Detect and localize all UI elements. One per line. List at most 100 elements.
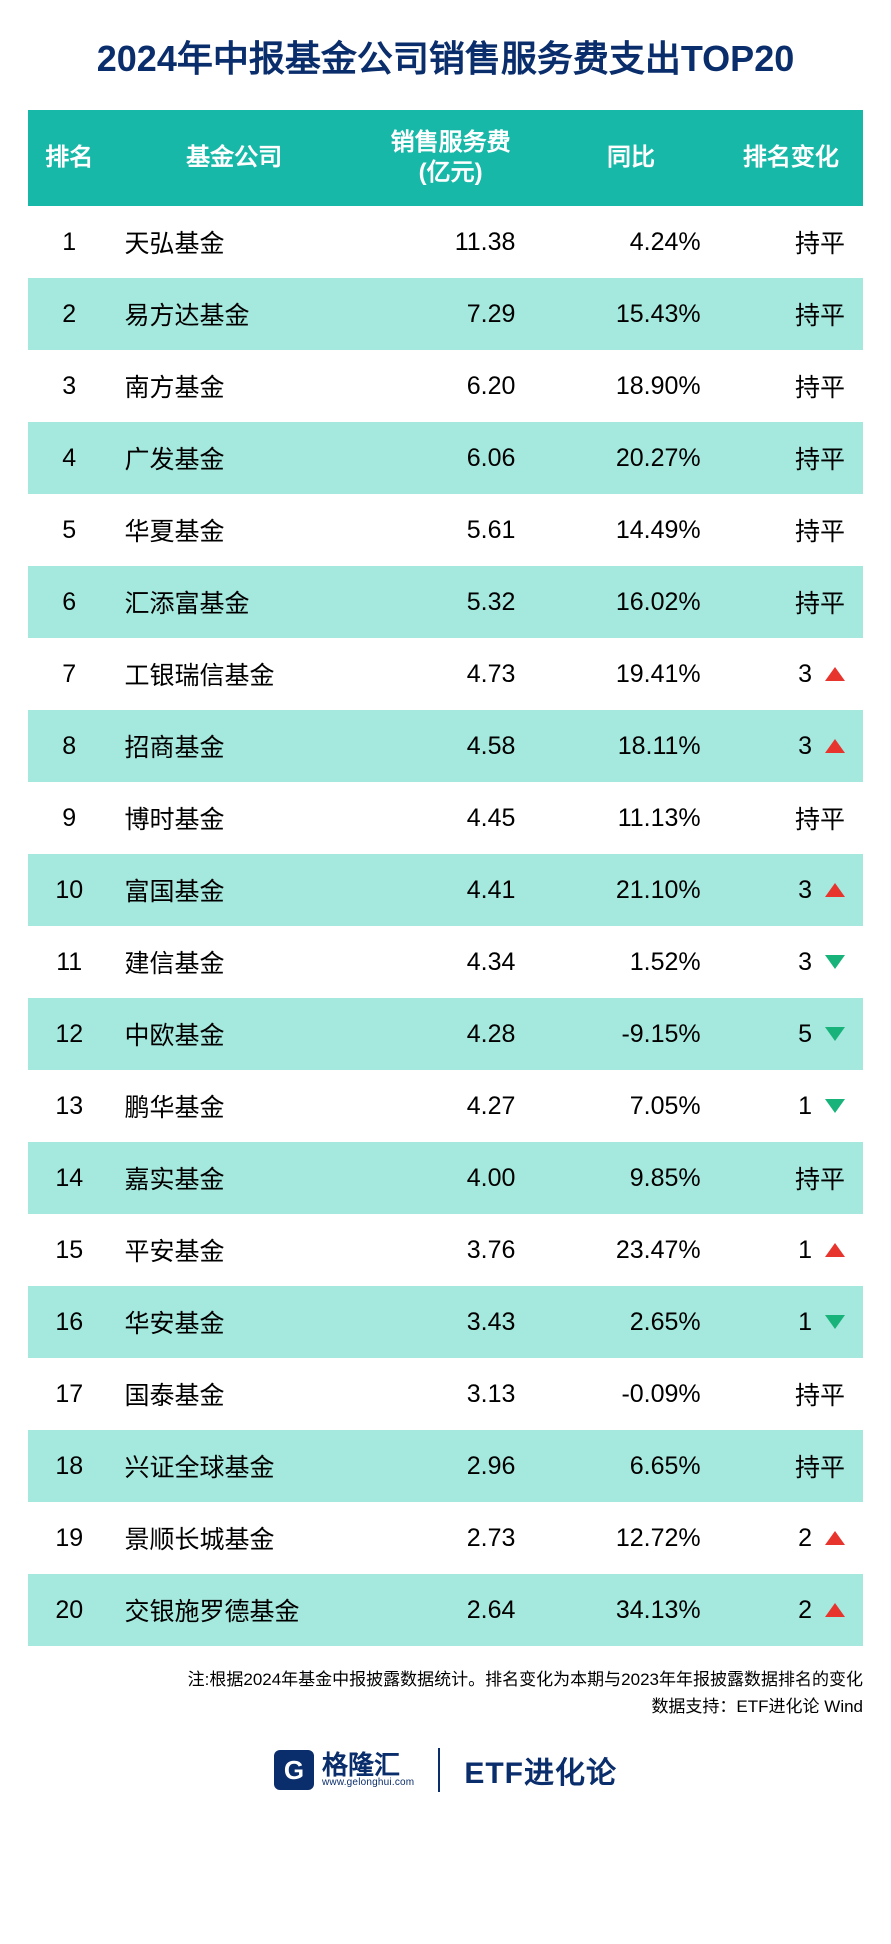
cell-rank: 13 — [28, 1070, 110, 1142]
brand-left-name: 格隆汇 — [322, 1752, 414, 1778]
cell-company: 天弘基金 — [110, 206, 357, 278]
rank-change-flat: 持平 — [795, 806, 845, 834]
col-fee: 销售服务费(亿元) — [358, 110, 544, 206]
cell-rank: 18 — [28, 1430, 110, 1502]
cell-fee: 6.20 — [358, 350, 544, 422]
table-row: 14嘉实基金4.009.85% 持平 — [28, 1142, 863, 1214]
rank-change-flat: 持平 — [795, 1166, 845, 1194]
rank-change-flat: 持平 — [795, 1454, 845, 1482]
cell-change: 1 — [719, 1214, 863, 1286]
cell-company: 交银施罗德基金 — [110, 1574, 357, 1646]
cell-yoy: 18.11% — [543, 710, 718, 782]
cell-change: 1 — [719, 1286, 863, 1358]
table-row: 5华夏基金5.6114.49%持平 — [28, 494, 863, 566]
table-row: 17国泰基金3.13-0.09%持平 — [28, 1358, 863, 1430]
col-change: 排名变化 — [719, 110, 863, 206]
cell-rank: 7 — [28, 638, 110, 710]
cell-yoy: 23.47% — [543, 1214, 718, 1286]
brand-left-text: 格隆汇 www.gelonghui.com — [322, 1752, 414, 1788]
cell-fee: 4.00 — [358, 1142, 544, 1214]
triangle-down-icon — [825, 1315, 845, 1329]
col-yoy: 同比 — [543, 110, 718, 206]
footer: G 格隆汇 www.gelonghui.com ETF进化论 — [28, 1748, 863, 1812]
cell-yoy: 21.10% — [543, 854, 718, 926]
cell-change: 3 — [719, 926, 863, 998]
cell-yoy: 4.24% — [543, 206, 718, 278]
rank-change-flat: 持平 — [795, 302, 845, 330]
footnote-line2: 数据支持：ETF进化论 Wind — [28, 1693, 863, 1720]
cell-rank: 14 — [28, 1142, 110, 1214]
cell-yoy: 6.65% — [543, 1430, 718, 1502]
cell-fee: 4.28 — [358, 998, 544, 1070]
triangle-up-icon — [825, 1243, 845, 1257]
rank-change-flat: 持平 — [795, 230, 845, 258]
cell-company: 华夏基金 — [110, 494, 357, 566]
cell-yoy: 14.49% — [543, 494, 718, 566]
cell-yoy: 9.85% — [543, 1142, 718, 1214]
cell-company: 易方达基金 — [110, 278, 357, 350]
rank-change-flat: 持平 — [795, 1382, 845, 1410]
brand-right-name: ETF进化论 — [464, 1748, 617, 1792]
rank-change-flat: 持平 — [795, 374, 845, 402]
cell-fee: 4.34 — [358, 926, 544, 998]
cell-fee: 3.13 — [358, 1358, 544, 1430]
cell-change: 持平 — [719, 206, 863, 278]
cell-company: 嘉实基金 — [110, 1142, 357, 1214]
triangle-down-icon — [825, 955, 845, 969]
cell-company: 富国基金 — [110, 854, 357, 926]
table-row: 18兴证全球基金2.966.65%持平 — [28, 1430, 863, 1502]
cell-yoy: 18.90% — [543, 350, 718, 422]
cell-rank: 11 — [28, 926, 110, 998]
rank-change-value: 1 — [798, 1236, 812, 1264]
triangle-down-icon — [825, 1099, 845, 1113]
cell-fee: 4.58 — [358, 710, 544, 782]
rank-change-flat: 持平 — [795, 446, 845, 474]
cell-fee: 5.61 — [358, 494, 544, 566]
footnote-line1: 注:根据2024年基金中报披露数据统计。排名变化为本期与2023年年报披露数据排… — [28, 1666, 863, 1693]
cell-rank: 19 — [28, 1502, 110, 1574]
cell-fee: 3.76 — [358, 1214, 544, 1286]
cell-yoy: 16.02% — [543, 566, 718, 638]
rank-change-value: 1 — [798, 1092, 812, 1120]
rank-change-value: 3 — [798, 732, 812, 760]
cell-company: 华安基金 — [110, 1286, 357, 1358]
cell-change: 持平 — [719, 350, 863, 422]
cell-change: 持平 — [719, 1430, 863, 1502]
cell-fee: 4.27 — [358, 1070, 544, 1142]
cell-company: 建信基金 — [110, 926, 357, 998]
table-row: 16华安基金3.432.65%1 — [28, 1286, 863, 1358]
table-row: 2易方达基金7.2915.43%持平 — [28, 278, 863, 350]
footnote: 注:根据2024年基金中报披露数据统计。排名变化为本期与2023年年报披露数据排… — [28, 1666, 863, 1720]
cell-fee: 4.73 — [358, 638, 544, 710]
rank-change-value: 3 — [798, 948, 812, 976]
cell-fee: 4.41 — [358, 854, 544, 926]
cell-change: 3 — [719, 854, 863, 926]
table-row: 4广发基金6.0620.27%持平 — [28, 422, 863, 494]
cell-rank: 1 — [28, 206, 110, 278]
table-row: 9博时基金4.4511.13%持平 — [28, 782, 863, 854]
triangle-up-icon — [825, 667, 845, 681]
table-row: 3南方基金6.2018.90%持平 — [28, 350, 863, 422]
rank-change-value: 3 — [798, 660, 812, 688]
triangle-up-icon — [825, 1603, 845, 1617]
cell-change: 2 — [719, 1502, 863, 1574]
rank-change-value: 1 — [798, 1308, 812, 1336]
cell-rank: 5 — [28, 494, 110, 566]
cell-yoy: 12.72% — [543, 1502, 718, 1574]
cell-yoy: 34.13% — [543, 1574, 718, 1646]
cell-fee: 2.73 — [358, 1502, 544, 1574]
col-company: 基金公司 — [110, 110, 357, 206]
cell-rank: 9 — [28, 782, 110, 854]
cell-yoy: 7.05% — [543, 1070, 718, 1142]
cell-change: 持平 — [719, 782, 863, 854]
ranking-table: 排名 基金公司 销售服务费(亿元) 同比 排名变化 1天弘基金11.384.24… — [28, 110, 863, 1646]
cell-rank: 10 — [28, 854, 110, 926]
cell-rank: 15 — [28, 1214, 110, 1286]
rank-change-value: 2 — [798, 1524, 812, 1552]
cell-company: 南方基金 — [110, 350, 357, 422]
triangle-up-icon — [825, 1531, 845, 1545]
cell-change: 持平 — [719, 278, 863, 350]
col-rank: 排名 — [28, 110, 110, 206]
cell-change: 3 — [719, 710, 863, 782]
rank-change-value: 2 — [798, 1596, 812, 1624]
